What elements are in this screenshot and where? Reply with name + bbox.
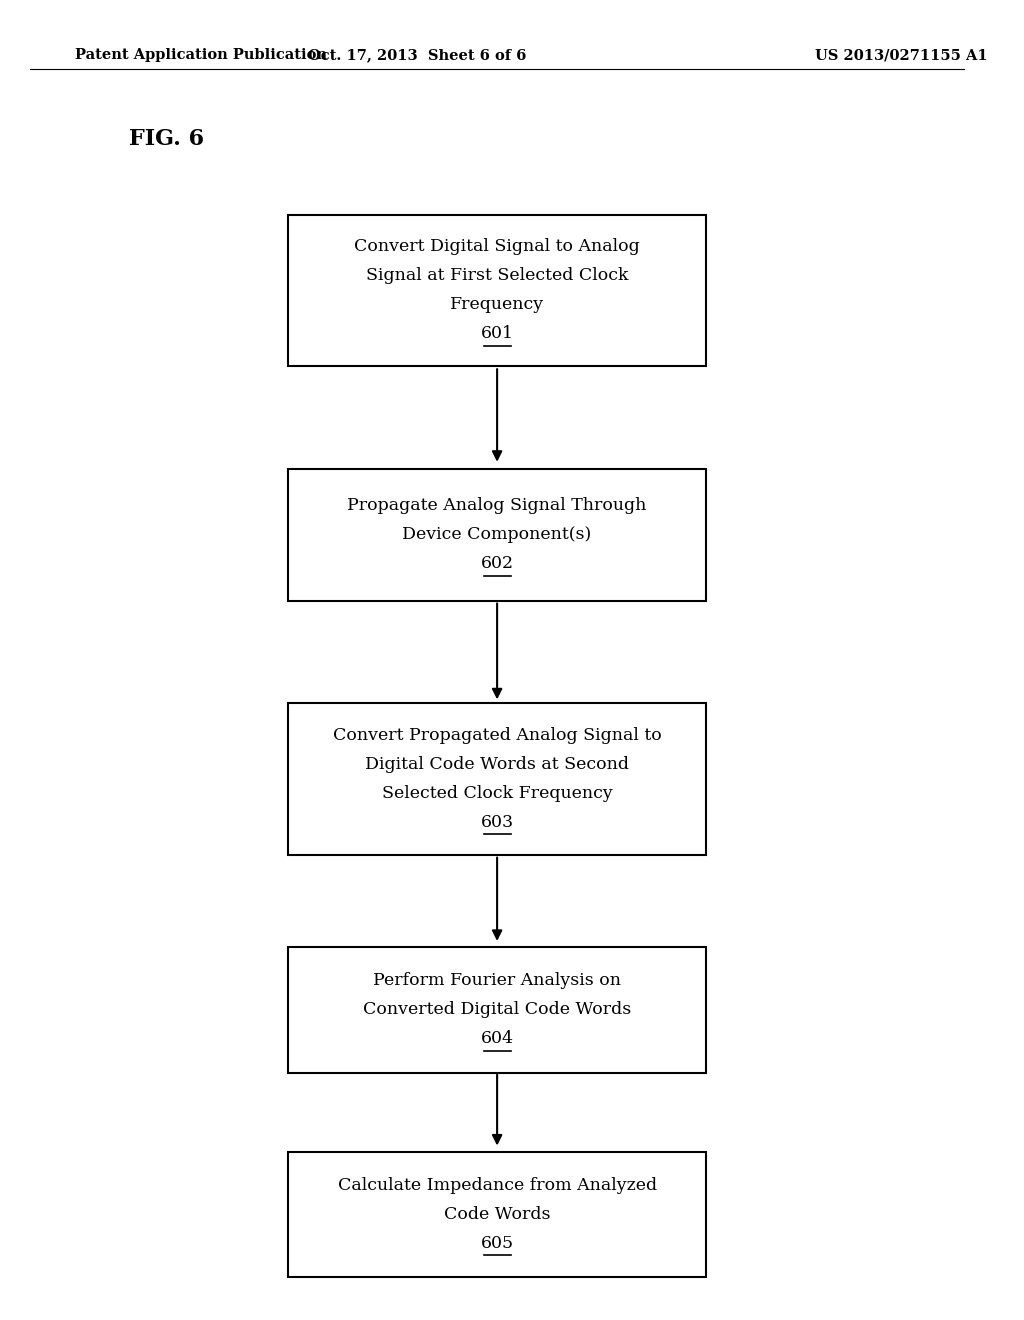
Text: Device Component(s): Device Component(s)	[402, 527, 592, 543]
Text: Oct. 17, 2013  Sheet 6 of 6: Oct. 17, 2013 Sheet 6 of 6	[308, 49, 526, 62]
Text: US 2013/0271155 A1: US 2013/0271155 A1	[815, 49, 988, 62]
Text: Convert Digital Signal to Analog: Convert Digital Signal to Analog	[354, 239, 640, 255]
FancyBboxPatch shape	[289, 948, 706, 1072]
Text: 602: 602	[480, 556, 514, 572]
Text: Perform Fourier Analysis on: Perform Fourier Analysis on	[373, 973, 622, 989]
Text: FIG. 6: FIG. 6	[129, 128, 205, 149]
FancyBboxPatch shape	[289, 469, 706, 601]
Text: Converted Digital Code Words: Converted Digital Code Words	[362, 1002, 631, 1018]
FancyBboxPatch shape	[289, 1151, 706, 1278]
Text: Propagate Analog Signal Through: Propagate Analog Signal Through	[347, 498, 647, 513]
Text: 603: 603	[480, 814, 514, 830]
Text: Calculate Impedance from Analyzed: Calculate Impedance from Analyzed	[338, 1177, 656, 1193]
Text: Convert Propagated Analog Signal to: Convert Propagated Analog Signal to	[333, 727, 662, 743]
Text: Frequency: Frequency	[451, 297, 544, 313]
FancyBboxPatch shape	[289, 214, 706, 366]
Text: Signal at First Selected Clock: Signal at First Selected Clock	[366, 268, 629, 284]
Text: 604: 604	[480, 1031, 514, 1047]
Text: 605: 605	[480, 1236, 514, 1251]
Text: Selected Clock Frequency: Selected Clock Frequency	[382, 785, 612, 801]
FancyBboxPatch shape	[289, 704, 706, 855]
Text: Digital Code Words at Second: Digital Code Words at Second	[366, 756, 629, 772]
Text: Code Words: Code Words	[443, 1206, 550, 1222]
Text: Patent Application Publication: Patent Application Publication	[75, 49, 327, 62]
Text: 601: 601	[480, 326, 514, 342]
